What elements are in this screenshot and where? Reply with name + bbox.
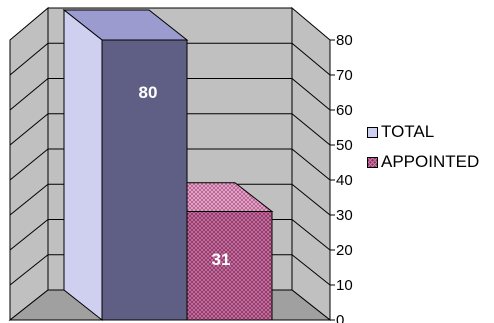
gridline-right-50 (291, 113, 331, 146)
data-label-appointed: 31 (212, 250, 231, 269)
gridline-left-30 (9, 183, 49, 216)
data-label-total: 80 (139, 83, 158, 102)
gridline-left-50 (9, 113, 49, 146)
data-labels: 80 31 (139, 83, 231, 269)
gridline-right-70 (291, 42, 331, 76)
gridline-left-70 (9, 42, 49, 76)
legend: TOTAL APPOINTED (367, 117, 479, 177)
y-tick-label-50: 50 (336, 137, 353, 154)
legend-item-appointed: APPOINTED (367, 147, 479, 177)
y-tick-label-20: 20 (336, 242, 353, 259)
y-tick-label-0: 0 (336, 312, 344, 323)
bar-appointed-front (186, 211, 273, 321)
y-tick-label-60: 60 (336, 102, 353, 119)
y-tick-label-70: 70 (336, 67, 353, 84)
bar-total-side (63, 8, 103, 322)
y-tick-label-80: 80 (336, 32, 353, 49)
y-tick-label-40: 40 (336, 172, 353, 189)
gridline-left-10 (9, 254, 49, 286)
legend-swatch-appointed (367, 156, 378, 168)
legend-item-total: TOTAL (367, 117, 479, 147)
gridline-right-60 (291, 78, 331, 111)
gridline-left-20 (9, 219, 49, 251)
legend-swatch-total (367, 126, 378, 138)
bars (62, 8, 274, 322)
gridline-right-10 (291, 254, 331, 286)
gridline-right-40 (291, 148, 331, 181)
legend-label-appointed: APPOINTED (381, 152, 480, 171)
value-axis: 0 10 20 30 40 50 60 70 80 (45, 32, 353, 323)
legend-label-total: TOTAL (381, 122, 435, 141)
gridline-left-40 (9, 148, 49, 181)
gridline-right-30 (291, 183, 331, 216)
bar-total-front (101, 39, 188, 321)
gridline-right-20 (291, 219, 331, 251)
gridline-left-60 (9, 78, 49, 111)
y-tick-label-10: 10 (336, 277, 353, 294)
y-tick-label-30: 30 (336, 207, 353, 224)
